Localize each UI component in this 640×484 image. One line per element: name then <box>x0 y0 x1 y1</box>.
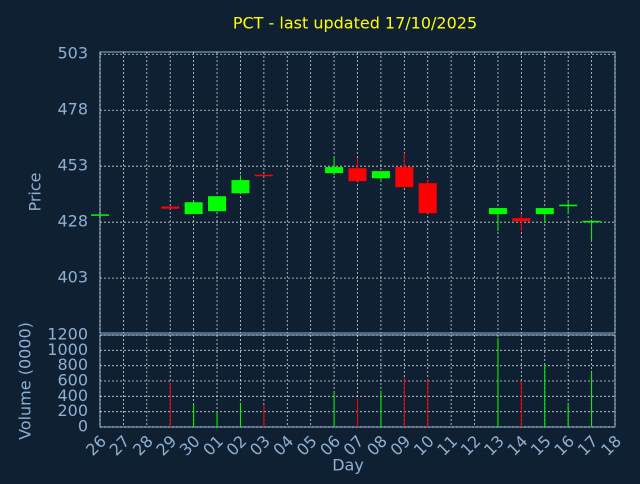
y2-axis-title: Volume (0000) <box>16 322 35 440</box>
candle-body <box>348 168 367 182</box>
y2-tick-label: 0 <box>78 417 88 436</box>
chart-title: PCT - last updated 17/10/2025 <box>233 14 477 33</box>
candle-body <box>488 208 507 215</box>
y2-tick-label: 600 <box>57 371 88 390</box>
candle-body <box>512 218 531 222</box>
candle-body <box>395 167 414 188</box>
candle-body <box>184 202 203 215</box>
candle-body <box>325 167 344 174</box>
candle-body <box>91 214 109 216</box>
y-tick-label: 403 <box>57 268 88 287</box>
candle-body <box>582 220 601 223</box>
y-tick-label: 428 <box>57 212 88 231</box>
y2-tick-label: 800 <box>57 355 88 374</box>
y2-tick-label: 1000 <box>47 340 88 359</box>
y-axis-title: Price <box>26 172 45 211</box>
candle-body <box>371 171 390 179</box>
y2-tick-label: 200 <box>57 401 88 420</box>
candle-body <box>231 180 250 194</box>
candle-body <box>418 183 437 214</box>
y-tick-label: 503 <box>57 44 88 63</box>
x-axis-title: Day <box>332 456 364 475</box>
candle-body <box>161 206 180 209</box>
candle-body <box>535 208 554 215</box>
y-tick-label: 453 <box>57 156 88 175</box>
y-tick-label: 478 <box>57 100 88 119</box>
candle-body <box>208 196 227 212</box>
y2-tick-label: 1200 <box>47 325 88 344</box>
candle-body <box>559 204 578 207</box>
y2-tick-label: 400 <box>57 386 88 405</box>
candle-body <box>254 174 273 177</box>
